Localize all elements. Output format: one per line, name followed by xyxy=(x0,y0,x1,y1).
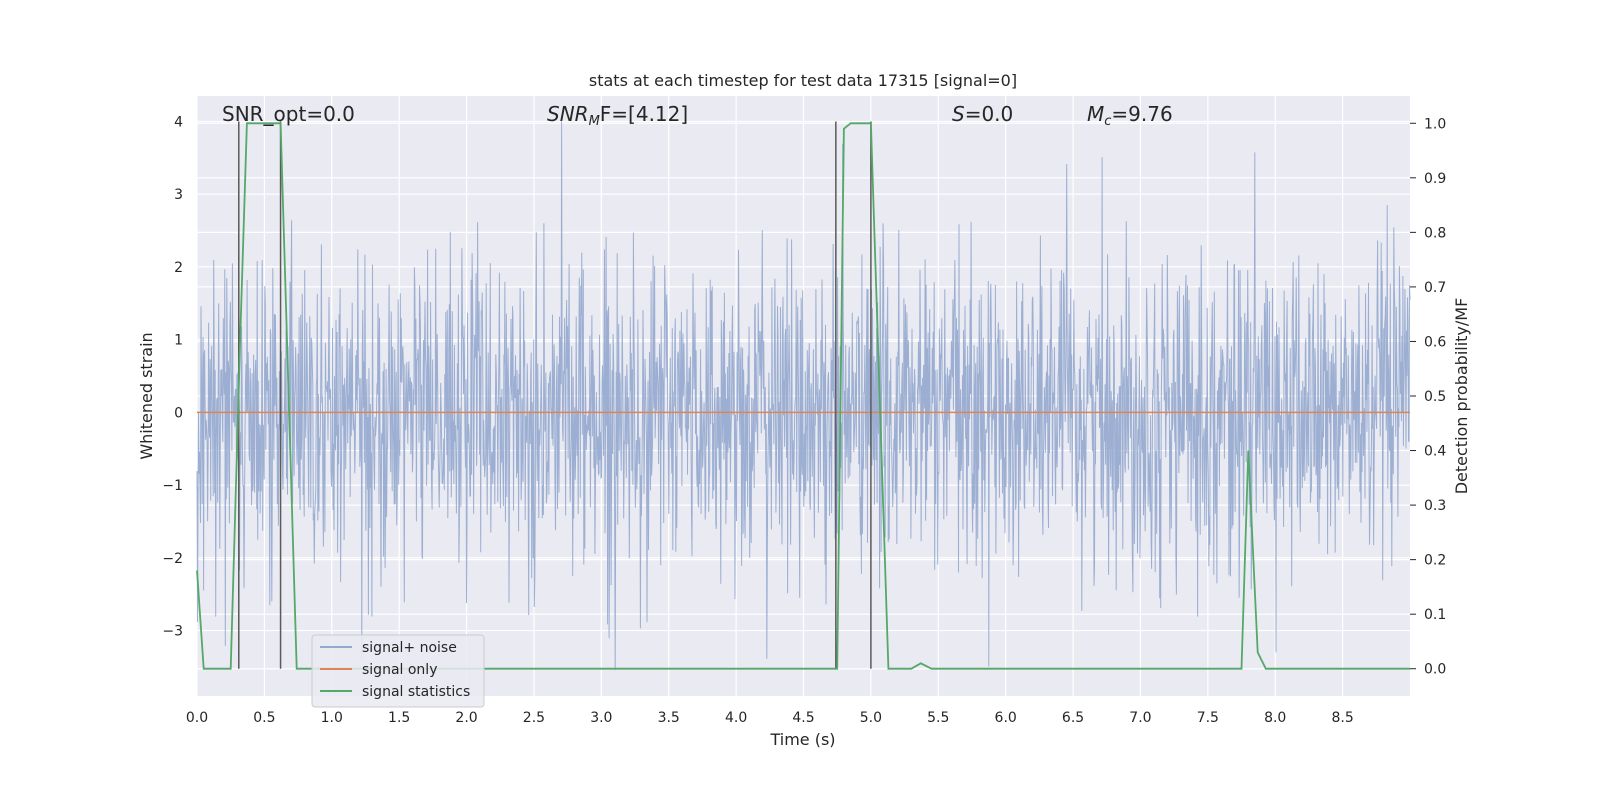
x-tick-label: 0.5 xyxy=(253,710,275,726)
legend-label-signal-statistics: signal statistics xyxy=(362,684,470,700)
y-right-tick-label: 0.9 xyxy=(1424,171,1446,187)
x-tick-label: 6.5 xyxy=(1062,710,1084,726)
x-axis-label: Time (s) xyxy=(769,730,835,749)
annotation-s: S=0.0 xyxy=(952,102,1013,126)
x-tick-label: 2.5 xyxy=(523,710,545,726)
s-value: =0.0 xyxy=(965,102,1014,126)
legend-label-signal-only: signal only xyxy=(362,662,437,678)
series-signal-plus-noise xyxy=(196,121,1411,671)
y-left-tick-label: −3 xyxy=(162,624,183,640)
vertical-markers xyxy=(238,121,872,669)
x-tick-label: 1.0 xyxy=(321,710,343,726)
y-left-tick-label: 4 xyxy=(174,114,183,130)
x-tick-label: 1.5 xyxy=(388,710,410,726)
y-axis-right-label: Detection probability/MF xyxy=(1452,298,1471,495)
y-right-tick-label: 0.8 xyxy=(1424,225,1446,241)
y-left-tick-label: −1 xyxy=(162,478,183,494)
y-right-tick-label: 0.7 xyxy=(1424,280,1446,296)
y-axis-left-label: Whitened strain xyxy=(137,332,156,459)
y-left-tick-label: −2 xyxy=(162,551,183,567)
x-tick-label: 8.5 xyxy=(1331,710,1353,726)
y-axis-right-ticks: 1.0 0.9 0.8 0.7 0.6 0.5 0.4 0.3 0.2 0.1 0.0 xyxy=(1410,116,1446,678)
y-right-tick-label: 0.6 xyxy=(1424,334,1446,350)
y-right-tick-label: 0.1 xyxy=(1424,607,1446,623)
signal-statistics-line xyxy=(196,122,1410,670)
annotation-snr-mf: SNRMF=[4.12] xyxy=(547,102,688,129)
legend: signal+ noise signal only signal statist… xyxy=(311,634,485,708)
noise-line xyxy=(196,121,1411,671)
x-axis-ticks: 0.0 0.5 1.0 1.5 2.0 2.5 3.0 3.5 4.0 4.5 5.0 5.5 6.0 6… xyxy=(186,710,1354,726)
annotation-snr-opt: SNR_opt=0.0 xyxy=(222,102,355,126)
x-tick-label: 4.0 xyxy=(725,710,747,726)
mc-base: M xyxy=(1087,102,1104,126)
chart-title: stats at each timestep for test data 173… xyxy=(589,71,1017,90)
mc-sub: c xyxy=(1104,114,1111,129)
s-symbol: S xyxy=(952,102,965,126)
x-tick-label: 7.5 xyxy=(1197,710,1219,726)
y-right-tick-label: 0.3 xyxy=(1424,498,1446,514)
mc-value: =9.76 xyxy=(1111,102,1172,126)
y-left-tick-label: 0 xyxy=(174,405,183,421)
snr-mf-rest: F=[4.12] xyxy=(600,102,688,126)
x-tick-label: 5.0 xyxy=(860,710,882,726)
y-right-tick-label: 1.0 xyxy=(1424,116,1446,132)
x-tick-label: 3.5 xyxy=(658,710,680,726)
x-tick-label: 8.0 xyxy=(1264,710,1286,726)
x-tick-label: 6.0 xyxy=(995,710,1017,726)
annotation-mc: Mc=9.76 xyxy=(1087,102,1173,129)
x-tick-label: 4.5 xyxy=(792,710,814,726)
legend-label-signal-plus-noise: signal+ noise xyxy=(362,640,457,656)
x-tick-label: 0.0 xyxy=(186,710,208,726)
x-tick-label: 3.0 xyxy=(590,710,612,726)
x-tick-label: 7.0 xyxy=(1129,710,1151,726)
legend-box xyxy=(311,634,485,708)
x-tick-label: 5.5 xyxy=(927,710,949,726)
y-right-tick-label: 0.4 xyxy=(1424,444,1446,460)
y-axis-left-ticks: 4 3 2 1 0 −1 −2 −3 xyxy=(162,114,183,639)
y-right-tick-label: 0.5 xyxy=(1424,389,1446,405)
y-left-tick-label: 1 xyxy=(174,333,183,349)
y-right-tick-label: 0.2 xyxy=(1424,553,1446,569)
y-right-tick-label: 0.0 xyxy=(1424,662,1446,678)
series-signal-statistics xyxy=(196,122,1410,670)
y-left-tick-label: 2 xyxy=(174,260,183,276)
snr-mf-base: SNR xyxy=(547,102,589,126)
x-tick-label: 2.0 xyxy=(455,710,477,726)
snr-mf-sub: M xyxy=(589,114,600,129)
y-left-tick-label: 3 xyxy=(174,187,183,203)
